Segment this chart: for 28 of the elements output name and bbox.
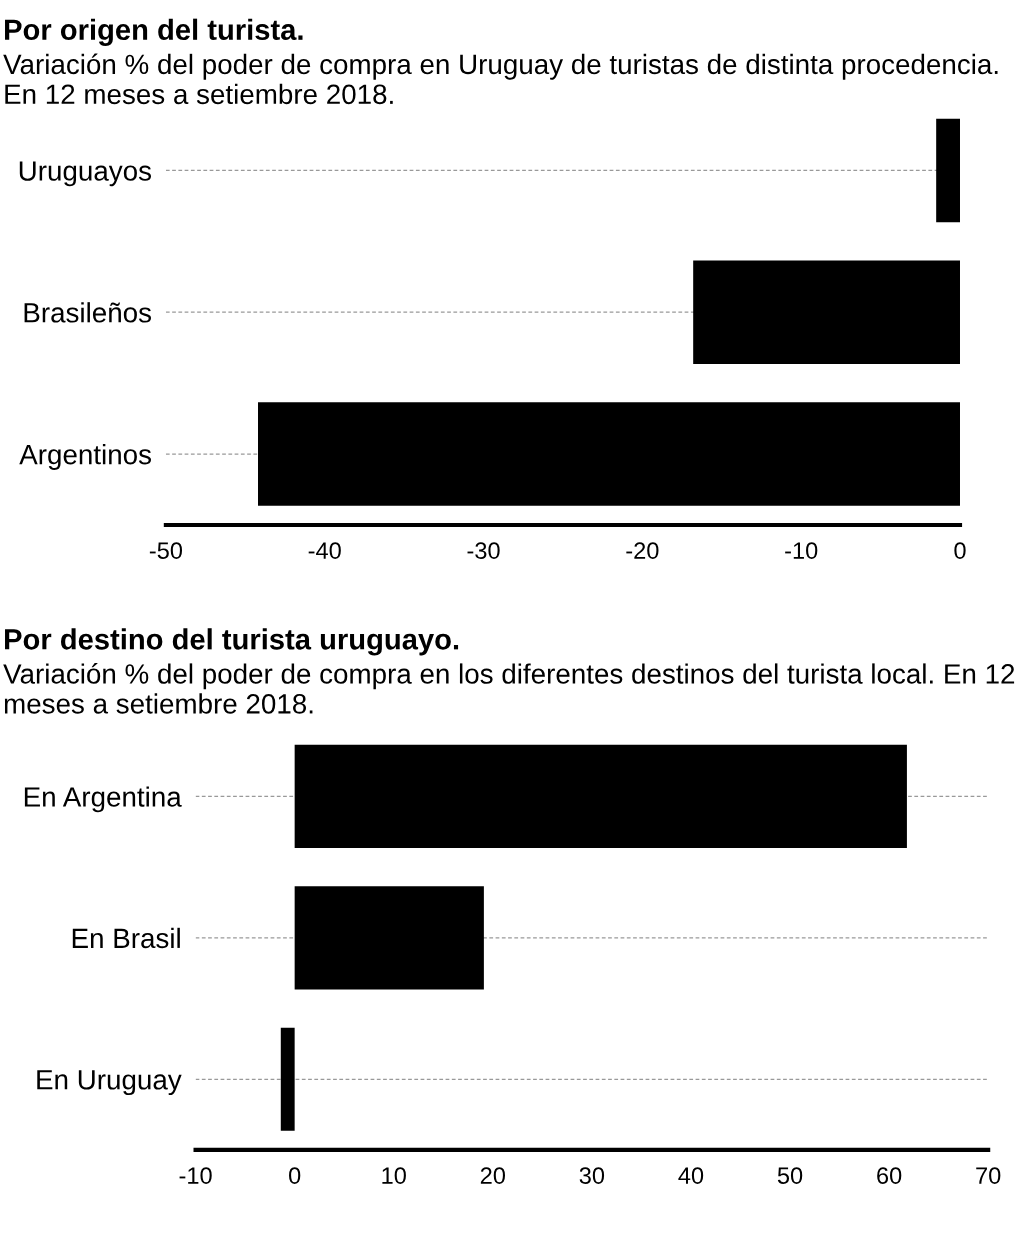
- x-tick-label: -40: [308, 542, 341, 559]
- chart-title: Por origen del turista.: [5, 18, 303, 46]
- x-tick-label: 10: [382, 1167, 406, 1184]
- y-tick-label: Brasileños: [24, 302, 151, 323]
- x-tick-label: 60: [877, 1167, 902, 1184]
- chart-title: Por destino del turista uruguayo.: [5, 628, 459, 656]
- y-tick-label: Argentinos: [19, 443, 151, 470]
- x-tick-label: -50: [149, 542, 183, 559]
- y-tick-label: En Brasil: [72, 927, 180, 949]
- x-tick-label: -10: [785, 542, 818, 559]
- x-tick-label: 70: [976, 1167, 1001, 1184]
- x-tick-label: -10: [179, 1167, 212, 1184]
- y-tick-label: En Argentina: [24, 786, 182, 813]
- chart-subtitle: Variación % del poder de compra en los diferentes destinos del turista local. En 12 meses a setiembre 2018.: [3, 663, 1015, 714]
- y-tick-label: En Uruguay: [37, 1070, 182, 1096]
- x-tick-label: 0: [289, 1167, 301, 1184]
- x-tick-label: -20: [626, 542, 659, 559]
- x-tick-label: 30: [579, 1167, 605, 1184]
- chart-subtitle: Variación % del poder de compra en Uruguay de turistas de distinta procedencia. En 12 meses a setiembre 2018.: [3, 53, 998, 105]
- bar: [280, 1027, 295, 1131]
- x-tick-label: 40: [678, 1167, 704, 1184]
- x-tick-label: -30: [467, 542, 500, 559]
- bar: [294, 886, 484, 990]
- x-tick-label: 20: [480, 1167, 506, 1184]
- y-tick-label: Uruguayos: [19, 161, 152, 187]
- x-tick-label: 50: [777, 1167, 803, 1184]
- x-tick-label: 0: [954, 542, 966, 559]
- bar: [294, 744, 907, 849]
